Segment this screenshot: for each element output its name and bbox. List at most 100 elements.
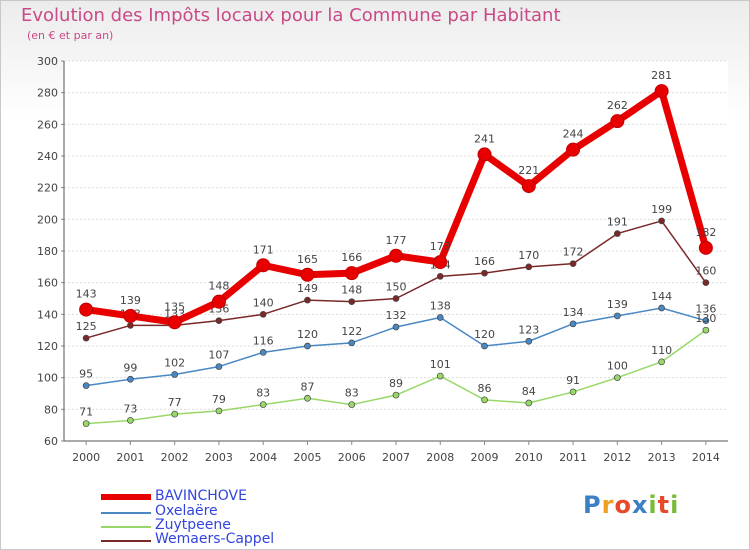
data-label: 86 — [478, 382, 492, 395]
data-point — [610, 114, 625, 129]
data-label: 262 — [607, 99, 628, 112]
y-tick-label: 240 — [37, 150, 58, 163]
data-point — [613, 230, 621, 237]
data-point — [658, 304, 665, 312]
y-tick-label: 160 — [37, 277, 58, 290]
x-tick-label: 2004 — [249, 451, 277, 464]
x-tick-label: 2012 — [603, 451, 631, 464]
x-tick-label: 2005 — [293, 451, 321, 464]
y-tick-label: 300 — [37, 55, 58, 68]
data-label: 244 — [563, 128, 584, 141]
data-label: 91 — [566, 374, 580, 387]
data-label: 191 — [607, 216, 628, 229]
data-point — [698, 240, 713, 255]
data-label: 139 — [607, 298, 628, 311]
data-label: 99 — [123, 361, 137, 374]
data-point — [171, 371, 179, 378]
data-point — [123, 308, 138, 323]
data-point — [481, 396, 488, 404]
data-point — [436, 314, 444, 321]
data-point — [127, 322, 134, 329]
legend-label: Oxelaëre — [155, 503, 218, 519]
data-label: 101 — [430, 358, 451, 371]
legend-label: BAVINCHOVE — [155, 488, 247, 504]
proxiti-logo: Proxiti — [583, 491, 680, 519]
data-point — [348, 298, 356, 306]
data-point — [436, 372, 444, 380]
data-point — [215, 363, 223, 370]
data-label: 87 — [300, 380, 314, 393]
data-point — [215, 317, 223, 325]
data-point — [392, 295, 400, 302]
data-label: 77 — [168, 396, 182, 409]
legend-swatch — [101, 494, 151, 500]
data-point — [392, 323, 400, 331]
data-point — [569, 388, 577, 396]
data-point — [569, 320, 577, 328]
chart-subtitle: (en € et par an) — [27, 29, 114, 42]
data-label: 139 — [120, 294, 141, 307]
data-point — [433, 255, 448, 270]
data-point — [654, 84, 669, 99]
data-point — [259, 310, 267, 318]
data-label: 199 — [651, 203, 672, 216]
legend-swatch — [101, 512, 151, 514]
data-point — [344, 266, 359, 281]
data-label: 160 — [695, 265, 716, 278]
data-label: 143 — [76, 288, 97, 301]
data-point — [525, 399, 533, 407]
y-tick-label: 220 — [37, 182, 58, 195]
data-point — [127, 417, 134, 424]
data-point — [521, 179, 536, 194]
data-point — [82, 334, 90, 342]
data-label: 221 — [518, 164, 539, 177]
data-label: 116 — [253, 334, 274, 347]
x-tick-label: 2003 — [205, 451, 233, 464]
data-point — [79, 302, 94, 317]
y-tick-label: 200 — [37, 213, 58, 226]
data-label: 135 — [164, 300, 185, 313]
data-point — [167, 315, 182, 330]
data-label: 177 — [386, 234, 407, 247]
data-point — [82, 382, 90, 389]
data-label: 134 — [563, 306, 584, 319]
data-point — [481, 269, 488, 277]
data-point — [566, 142, 581, 157]
data-point — [525, 337, 533, 345]
data-point — [569, 260, 577, 268]
data-point — [392, 391, 400, 399]
data-label: 171 — [253, 243, 274, 256]
data-label: 83 — [345, 387, 359, 400]
data-point — [436, 272, 444, 280]
data-label: 84 — [522, 385, 536, 398]
data-label: 173 — [430, 240, 451, 253]
data-point — [613, 312, 621, 320]
data-label: 136 — [695, 303, 716, 316]
x-tick-label: 2007 — [382, 451, 410, 464]
data-label: 170 — [518, 249, 539, 262]
y-tick-label: 100 — [37, 372, 58, 385]
data-label: 241 — [474, 132, 495, 145]
y-tick-label: 120 — [37, 340, 58, 353]
data-label: 148 — [341, 284, 362, 297]
data-label: 120 — [474, 328, 495, 341]
data-label: 95 — [79, 368, 93, 381]
data-label: 150 — [386, 281, 407, 294]
data-label: 71 — [79, 406, 93, 419]
data-point — [613, 374, 621, 382]
x-tick-label: 2008 — [426, 451, 454, 464]
data-point — [211, 294, 226, 309]
data-label: 166 — [474, 255, 495, 268]
data-point — [348, 339, 356, 347]
data-point — [304, 394, 311, 402]
x-tick-label: 2013 — [648, 451, 676, 464]
y-tick-label: 80 — [44, 403, 58, 416]
data-point — [215, 407, 223, 415]
data-point — [477, 147, 492, 162]
x-tick-label: 2009 — [471, 451, 499, 464]
data-label: 120 — [297, 328, 318, 341]
data-label: 165 — [297, 253, 318, 266]
data-label: 89 — [389, 377, 403, 390]
y-tick-label: 280 — [37, 87, 58, 100]
data-label: 79 — [212, 393, 226, 406]
